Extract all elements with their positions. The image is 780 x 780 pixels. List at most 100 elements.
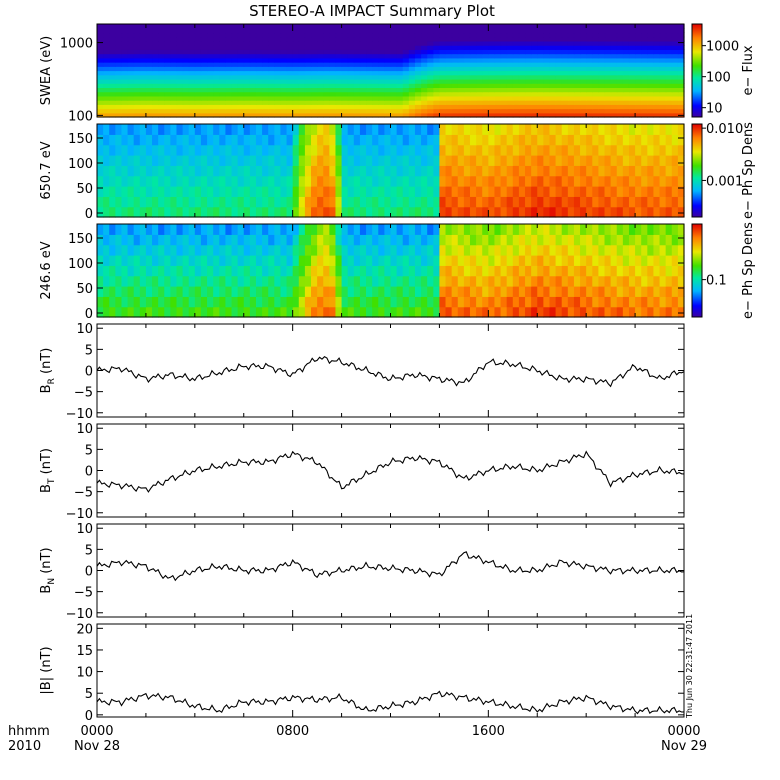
heatmap-cell: [671, 53, 679, 59]
heatmap-cell: [353, 196, 361, 208]
heatmap-cell: [384, 100, 392, 105]
heatmap-cell: [292, 155, 300, 166]
heatmap-cell: [469, 112, 477, 118]
heatmap-cell: [249, 196, 257, 208]
heatmap-cell: [396, 255, 404, 266]
heatmap-cell: [225, 32, 233, 38]
heatmap-cell: [139, 78, 147, 84]
heatmap-cell: [213, 57, 220, 63]
heatmap-cell: [598, 244, 606, 256]
heatmap-cell: [549, 45, 557, 50]
heatmap-cell: [445, 224, 453, 235]
heatmap-cell: [268, 286, 275, 297]
heatmap-cell: [463, 66, 471, 72]
heatmap-cell: [665, 45, 673, 50]
heatmap-cell: [188, 32, 196, 38]
heatmap-cell: [586, 108, 593, 114]
heatmap-cell: [592, 62, 599, 67]
heatmap-cell: [243, 206, 251, 218]
heatmap-cell: [549, 144, 557, 156]
heatmap-cell: [139, 57, 147, 63]
heatmap-cell: [494, 74, 502, 80]
heatmap-cell: [170, 104, 178, 110]
heatmap-cell: [298, 255, 306, 266]
heatmap-cell: [158, 196, 165, 208]
heatmap-cell: [366, 53, 373, 59]
heatmap-cell: [176, 78, 184, 84]
heatmap-cell: [311, 144, 318, 156]
heatmap-cell: [647, 24, 655, 29]
heatmap-cell: [610, 155, 618, 166]
heatmap-cell: [237, 224, 245, 235]
heatmap-cell: [274, 40, 282, 46]
heatmap-cell: [592, 124, 599, 135]
heatmap-cell: [372, 196, 379, 208]
heatmap-cell: [408, 78, 416, 84]
heatmap-cell: [469, 28, 477, 34]
heatmap-cell: [292, 104, 300, 110]
heatmap-cell: [170, 87, 178, 93]
heatmap-cell: [359, 175, 367, 187]
heatmap-cell: [482, 91, 489, 97]
heatmap-cell: [671, 244, 679, 256]
heatmap-cell: [421, 286, 428, 297]
heatmap-cell: [366, 66, 373, 72]
heatmap-cell: [641, 124, 648, 135]
heatmap-cell: [353, 24, 361, 29]
heatmap-cell: [200, 165, 208, 177]
heatmap-cell: [476, 91, 483, 97]
heatmap-cell: [586, 100, 593, 105]
heatmap-cell: [158, 108, 165, 114]
heatmap-cell: [555, 40, 563, 46]
heatmap-cell: [317, 40, 324, 46]
heatmap-cell: [139, 296, 147, 308]
heatmap-cell: [476, 255, 483, 266]
heatmap-cell: [359, 66, 367, 72]
heatmap-cell: [298, 100, 306, 105]
heatmap-cell: [427, 234, 434, 246]
heatmap-cell: [231, 275, 239, 287]
heatmap-cell: [427, 224, 434, 235]
heatmap-cell: [292, 134, 300, 146]
heatmap-cell: [647, 144, 655, 156]
heatmap-cell: [237, 28, 245, 34]
heatmap-cell: [408, 70, 416, 76]
heatmap-cell: [262, 306, 269, 318]
heatmap-cell: [298, 49, 306, 55]
heatmap-cell: [158, 62, 165, 67]
heatmap-cell: [188, 108, 196, 114]
heatmap-cell: [286, 32, 294, 38]
heatmap-cell: [451, 28, 459, 34]
heatmap-cell: [188, 95, 196, 101]
heatmap-cell: [390, 275, 398, 287]
heatmap-cell: [97, 45, 104, 50]
heatmap-cell: [323, 104, 330, 110]
heatmap-cell: [213, 124, 220, 135]
heatmap-cell: [329, 78, 337, 84]
heatmap-cell: [152, 32, 159, 38]
heatmap-cell: [207, 74, 214, 80]
heatmap-cell: [598, 70, 606, 76]
heatmap-cell: [561, 255, 569, 266]
heatmap-cell: [457, 165, 465, 177]
heatmap-cell: [604, 83, 612, 89]
heatmap-cell: [622, 36, 630, 42]
heatmap-cell: [659, 45, 667, 50]
heatmap-cell: [213, 296, 220, 308]
heatmap-cell: [390, 95, 398, 101]
heatmap-cell: [231, 66, 239, 72]
heatmap-cell: [512, 186, 520, 197]
heatmap-cell: [280, 40, 288, 46]
heatmap-cell: [249, 57, 257, 63]
heatmap-cell: [512, 108, 520, 114]
heatmap-cell: [139, 66, 147, 72]
heatmap-cell: [469, 83, 477, 89]
heatmap-cell: [518, 66, 526, 72]
heatmap-cell: [500, 83, 508, 89]
heatmap-cell: [628, 112, 636, 118]
heatmap-cell: [158, 296, 165, 308]
heatmap-cell: [671, 83, 679, 89]
heatmap-cell: [298, 175, 306, 187]
heatmap-cell: [292, 87, 300, 93]
